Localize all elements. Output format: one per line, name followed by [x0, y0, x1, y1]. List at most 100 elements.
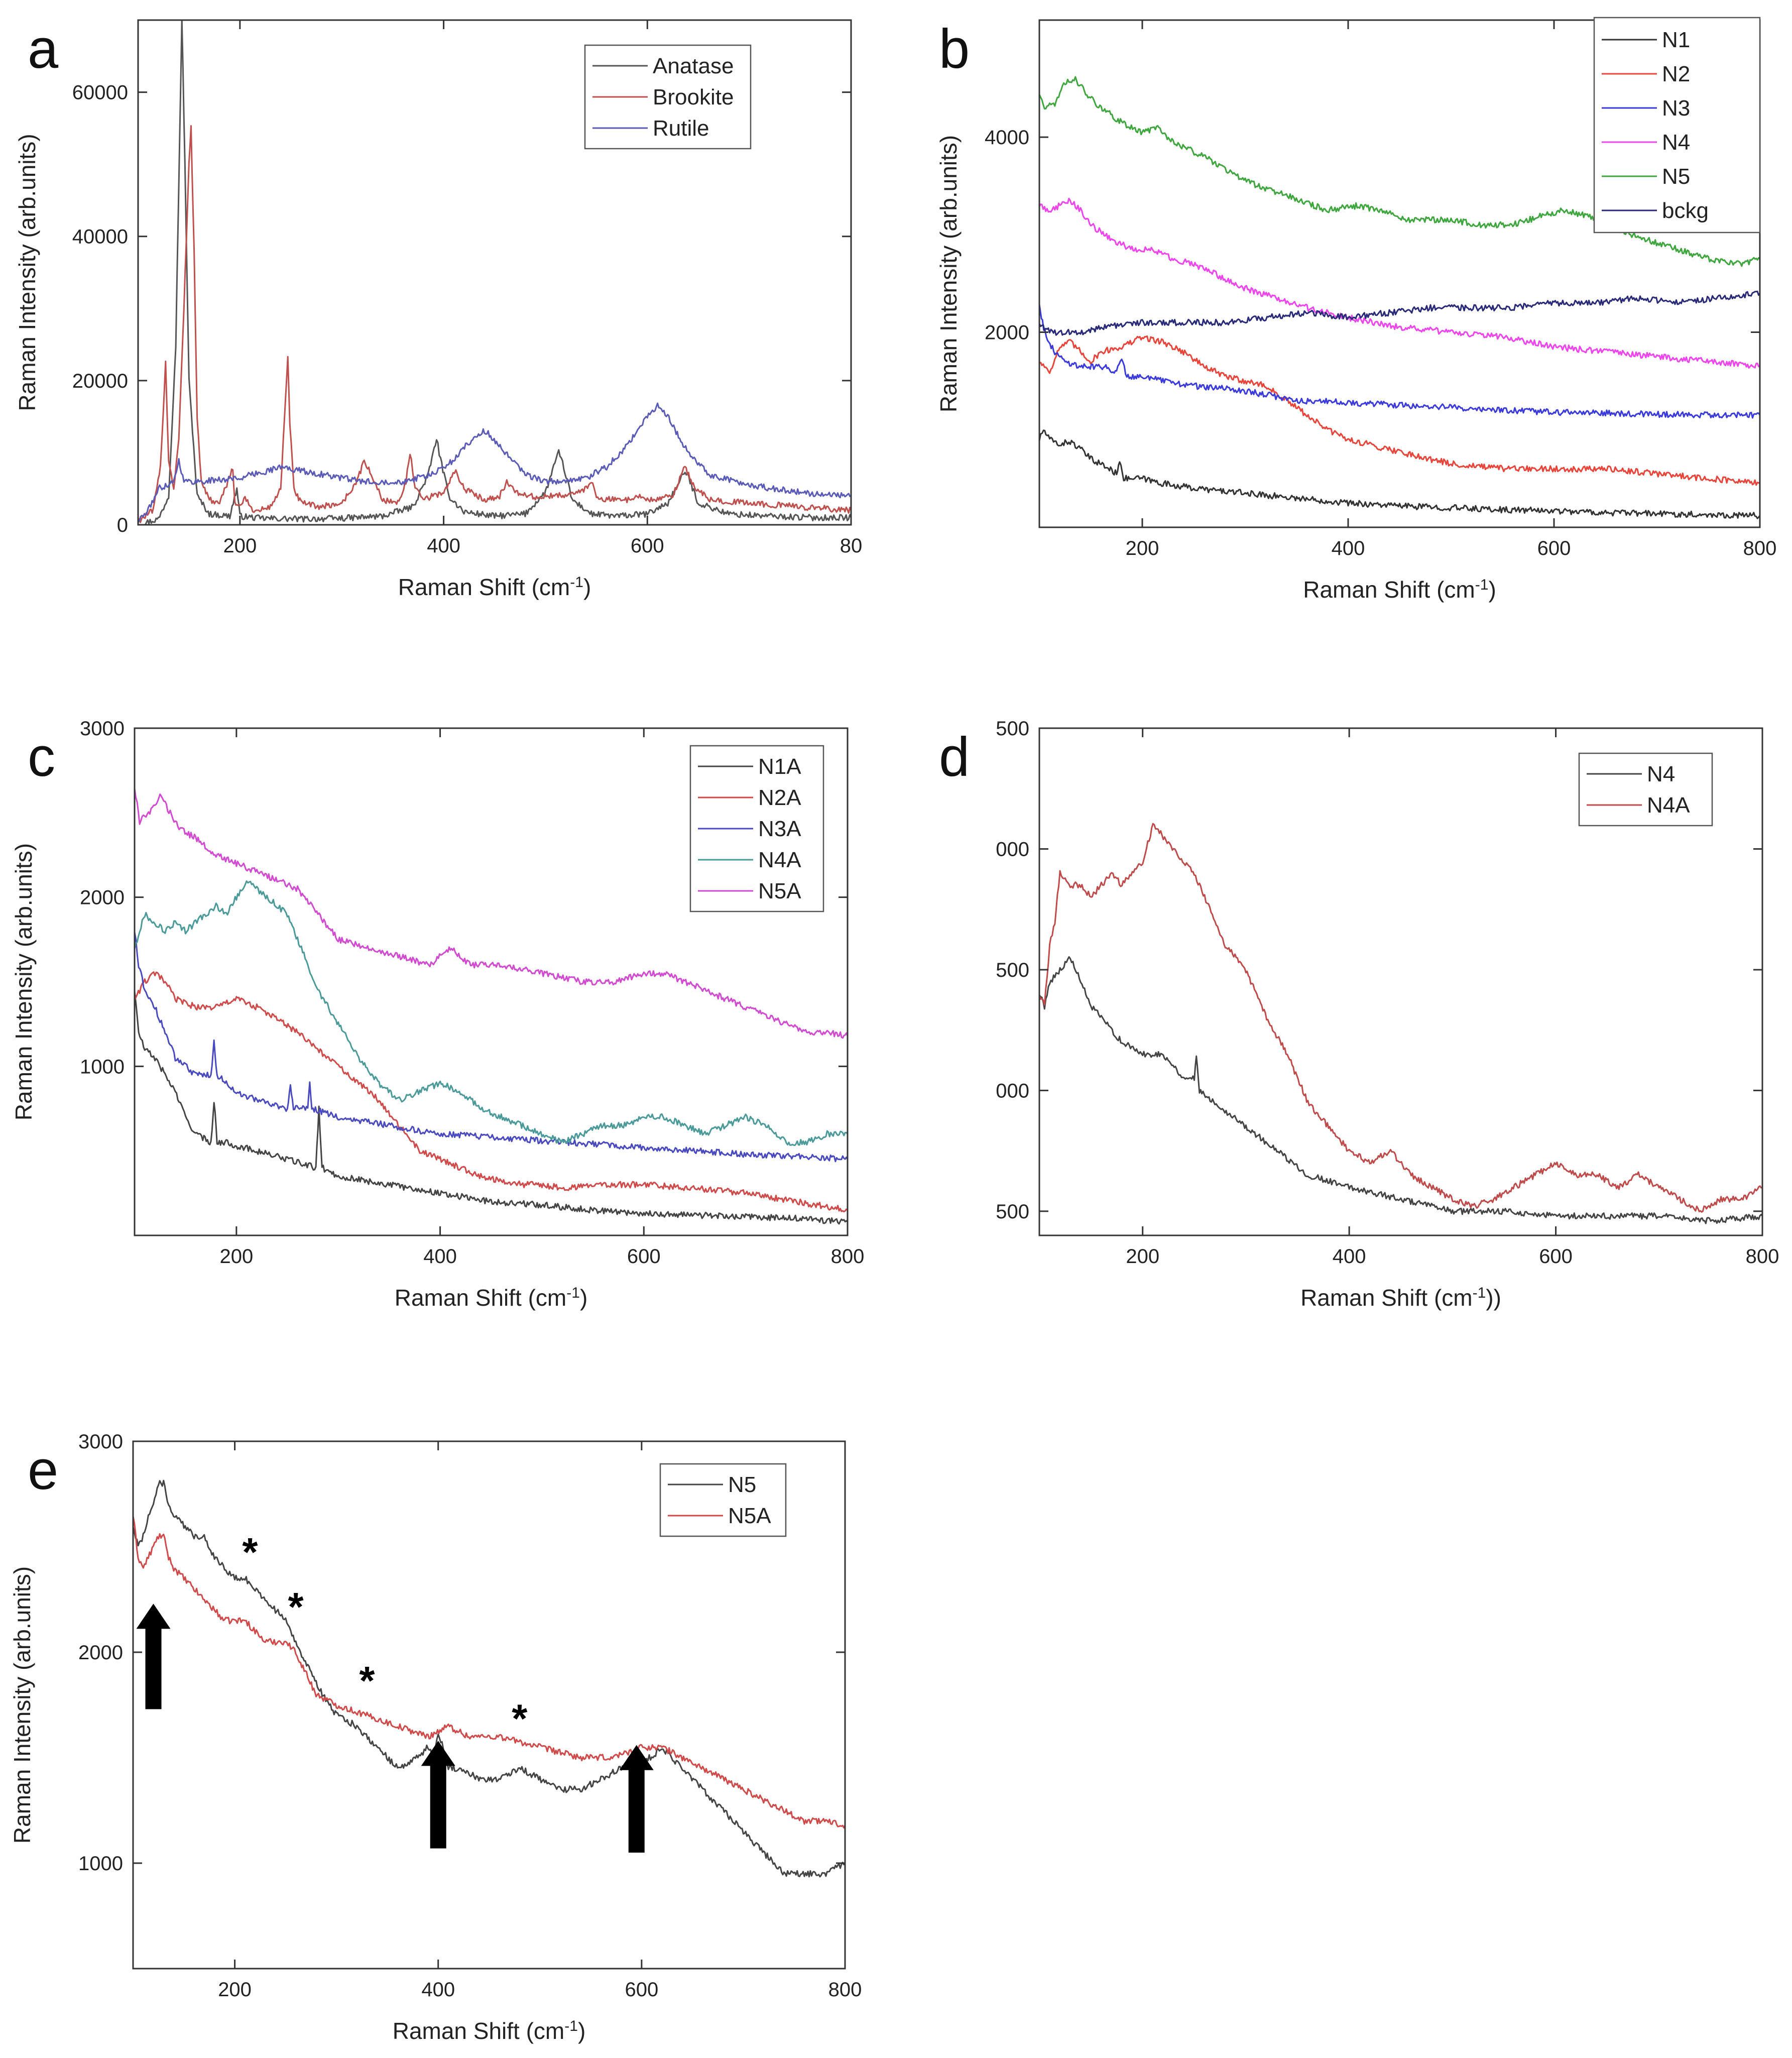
panel-c: c 200 400 600 800 1000 2000 3000 Raman Shift (cm…	[11, 718, 864, 1311]
panel-e: e 200 400 600 800 1000 2000 3000 Raman Shift (cm…	[9, 1431, 862, 2044]
series-line-b-N2	[1039, 335, 1760, 486]
panel-d: d 200 400 600 800 500 000 500 000 500 Raman Shift …	[939, 718, 1779, 1311]
plot-frame-c	[134, 727, 849, 1236]
y-axis-title-a: Raman Intensity (arb.units)	[14, 134, 40, 411]
plot-frame-b	[1038, 19, 1761, 528]
series-line-a-Anatase	[141, 20, 851, 525]
series-line-c-N4A	[135, 880, 848, 1147]
x-tick-label-c: 400	[423, 1245, 457, 1268]
x-axis-title-e: Raman Shift (cm-1)	[393, 2018, 586, 2044]
legend-label-c-N5A: N5A	[758, 879, 801, 903]
panel-letter-a: a	[28, 18, 59, 80]
plot-frame-a	[137, 19, 852, 526]
asterisk-marker-2: *	[288, 1584, 304, 1629]
series-line-c-N5A	[135, 788, 848, 1039]
series-line-c-N2A	[135, 971, 848, 1213]
x-axis-title-d: Raman Shift (cm-1))	[1300, 1285, 1501, 1311]
legend-label-b-N5: N5	[1662, 164, 1690, 189]
legend-label-c-N3A: N3A	[758, 817, 801, 841]
series-line-d-N4A	[1039, 823, 1762, 1213]
y-tick-label-b: 4000	[985, 127, 1029, 149]
x-tick-label-e: 200	[218, 1979, 252, 2001]
series-line-b-N4	[1039, 197, 1760, 369]
panel-letter-e: e	[28, 1439, 58, 1501]
legend-label-d-N4: N4	[1647, 762, 1675, 786]
series-line-b-N5	[1039, 76, 1760, 267]
x-tick-label-b: 200	[1126, 537, 1159, 559]
y-tick-label-d: 000	[996, 838, 1029, 860]
x-tick-label-c: 600	[627, 1245, 661, 1268]
plot-frame-e	[132, 1440, 846, 1970]
legend-label-b-N2: N2	[1662, 62, 1690, 86]
series-line-c-N1A	[135, 991, 848, 1225]
panel-letter-b: b	[939, 18, 970, 80]
y-tick-label-e: 2000	[78, 1642, 123, 1664]
arrow-marker-2	[421, 1741, 455, 1849]
series-line-b-N3	[1039, 304, 1760, 419]
y-tick-label-e: 1000	[78, 1853, 123, 1875]
legend-label-b-bckg: bckg	[1662, 198, 1709, 223]
x-tick-label-a: 400	[427, 535, 460, 557]
x-tick-label-c: 200	[219, 1245, 253, 1268]
legend-label-e-N5: N5	[728, 1472, 756, 1497]
legend-label-b-N4: N4	[1662, 130, 1690, 155]
y-axis-title-b: Raman Intensity (arb.units)	[935, 135, 962, 412]
x-tick-label-d: 200	[1126, 1245, 1159, 1268]
arrow-marker-3	[619, 1745, 654, 1853]
asterisk-marker-1: *	[242, 1530, 258, 1574]
x-tick-label-a: 200	[223, 535, 257, 557]
x-tick-label-e: 400	[421, 1979, 455, 2001]
series-line-e-N5	[133, 1479, 845, 1878]
legend-label-a-Rutile: Rutile	[653, 116, 709, 141]
x-tick-label-b: 600	[1537, 537, 1571, 559]
x-tick-label-d: 800	[1746, 1245, 1779, 1268]
x-tick-label-d: 400	[1333, 1245, 1366, 1268]
legend-box-d	[1578, 752, 1713, 827]
legend-box-e	[659, 1463, 787, 1537]
series-line-b-N1	[1039, 429, 1760, 519]
x-axis-title-b: Raman Shift (cm-1)	[1303, 577, 1496, 603]
y-tick-label-a: 0	[117, 514, 128, 536]
y-tick-label-b: 2000	[985, 322, 1029, 344]
panel-letter-d: d	[939, 726, 970, 788]
series-line-b-bckg	[1039, 290, 1760, 336]
x-tick-label-e: 800	[828, 1979, 862, 2001]
legend-label-a-Anatase: Anatase	[653, 54, 734, 78]
legend-label-b-N1: N1	[1662, 28, 1690, 52]
legend-label-d-N4A: N4A	[1647, 793, 1690, 818]
panel-b: b 200 400 600 800 2000 4000 Raman Shift (cm-1) R…	[935, 17, 1777, 603]
y-axis-title-e: Raman Intensity (arb.units)	[9, 1566, 35, 1844]
series-line-d-N4	[1039, 956, 1762, 1224]
series-line-a-Rutile	[138, 402, 851, 523]
series-line-a-Brookite	[138, 125, 851, 523]
y-tick-label-a: 60000	[72, 82, 128, 104]
y-tick-label-a: 20000	[72, 370, 128, 392]
asterisk-marker-3: *	[359, 1658, 375, 1703]
legend-box-b	[1593, 17, 1761, 234]
panel-letter-c: c	[28, 726, 55, 788]
series-line-e-N5A	[133, 1516, 845, 1828]
y-tick-label-d: 500	[996, 1201, 1029, 1223]
x-tick-label-a: 600	[631, 535, 664, 557]
y-tick-label-d: 500	[996, 718, 1029, 740]
x-tick-label-b: 800	[1743, 537, 1777, 559]
plot-frame-d	[1038, 727, 1763, 1236]
legend-label-e-N5A: N5A	[728, 1504, 771, 1528]
x-tick-label-edge-a: 80	[840, 535, 863, 557]
y-tick-label-e: 3000	[78, 1431, 123, 1453]
legend-label-c-N2A: N2A	[758, 785, 801, 810]
x-axis-title-c: Raman Shift (cm-1)	[395, 1285, 588, 1311]
asterisk-marker-4: *	[512, 1696, 528, 1741]
legend-label-c-N1A: N1A	[758, 754, 801, 779]
arrow-marker-1	[136, 1604, 171, 1709]
legend-label-a-Brookite: Brookite	[653, 85, 734, 109]
y-tick-label-c: 3000	[80, 718, 125, 740]
x-tick-label-b: 400	[1332, 537, 1365, 559]
x-tick-label-d: 600	[1539, 1245, 1573, 1268]
y-tick-label-c: 1000	[80, 1056, 125, 1078]
x-tick-label-c: 800	[831, 1245, 865, 1268]
y-tick-label-c: 2000	[80, 887, 125, 909]
y-tick-label-d: 500	[996, 959, 1029, 981]
